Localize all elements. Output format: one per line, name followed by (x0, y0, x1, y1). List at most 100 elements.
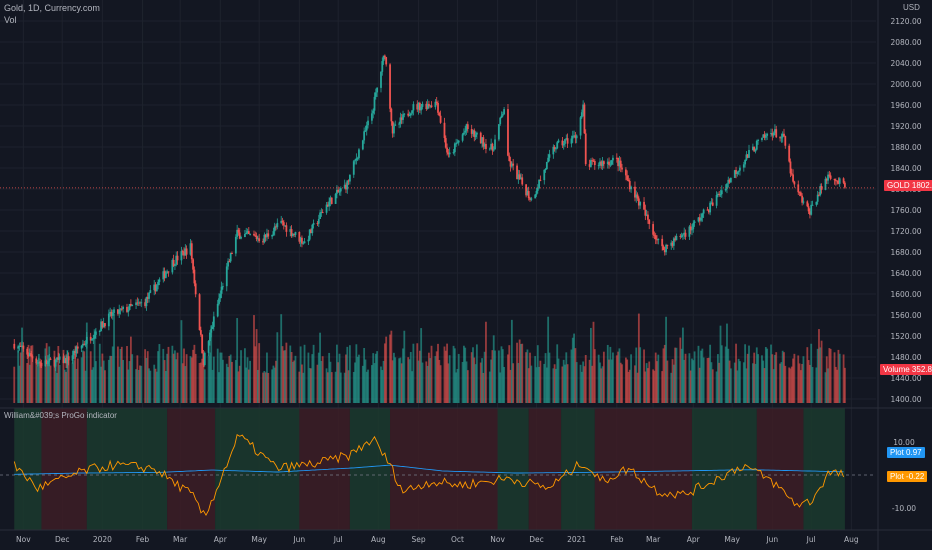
candle-body (737, 170, 740, 172)
symbol-title[interactable]: Gold, 1D, Currency.com (4, 3, 100, 13)
candle-body (421, 103, 424, 107)
volume-bar (809, 364, 811, 403)
candle-body (302, 243, 305, 245)
candle-body (647, 214, 649, 220)
volume-bar (31, 345, 34, 403)
candle-body (311, 224, 314, 234)
volume-bar (475, 344, 478, 403)
candle-body (162, 271, 165, 280)
candle-body (394, 124, 397, 126)
volume-bar (299, 346, 302, 403)
indicator-legend[interactable]: William&#039;s ProGo indicator (4, 411, 117, 420)
candle-body (181, 251, 184, 253)
volume-bar (167, 346, 170, 403)
volume-bar (27, 344, 30, 403)
volume-bar (574, 348, 577, 403)
volume-bar (109, 355, 112, 403)
volume-bar (473, 357, 476, 403)
volume-bar (729, 368, 732, 403)
volume-bar (479, 362, 482, 403)
candle-body (420, 106, 423, 111)
candle-body (610, 160, 613, 165)
volume-bar (136, 355, 139, 403)
candle-body (26, 348, 29, 355)
volume-bar (453, 348, 456, 403)
candle-body (789, 161, 792, 174)
candle-body (720, 190, 723, 195)
candle-body (35, 358, 38, 364)
volume-bar (770, 344, 772, 403)
volume-bar (352, 371, 355, 403)
candle-body (166, 271, 169, 273)
volume-bar (380, 366, 382, 403)
time-tick-label: Jul (806, 535, 816, 544)
candle-body (724, 188, 727, 191)
candle-body (290, 229, 293, 236)
candle-body (783, 133, 785, 137)
candle-body (122, 306, 125, 309)
candle-body (28, 353, 31, 357)
volume-bar (374, 353, 377, 403)
volume-bar (63, 369, 66, 403)
candle-body (452, 152, 455, 154)
volume-bar (258, 343, 261, 403)
candle-body (171, 259, 174, 273)
candle-body (444, 138, 447, 148)
volume-bar (573, 333, 575, 403)
time-tick-label: Apr (687, 535, 701, 544)
volume-bar (634, 365, 636, 403)
volume-bar (219, 352, 222, 403)
candle-body (289, 229, 292, 232)
candle-body (811, 204, 814, 206)
volume-bar (408, 359, 411, 403)
volume-bar (439, 365, 442, 403)
volume-bar (174, 350, 176, 403)
candle-body (184, 248, 187, 256)
candle-body (689, 226, 692, 231)
volume-bar (307, 352, 310, 403)
candle-body (774, 129, 776, 133)
volume-bar (148, 368, 150, 403)
volume-legend[interactable]: Vol (4, 15, 17, 25)
candle-body (74, 350, 77, 354)
candle-body (98, 330, 101, 332)
candle-body (624, 169, 627, 176)
volume-bar (463, 345, 465, 403)
candle-body (437, 102, 439, 113)
volume-bar (153, 364, 156, 403)
volume-bar (225, 363, 228, 403)
candle-body (615, 157, 618, 159)
candle-body (80, 345, 83, 349)
plot-blue-label: Plot (890, 448, 904, 457)
candle-body (770, 133, 772, 135)
candle-body (798, 192, 801, 194)
volume-bar (172, 353, 175, 403)
volume-bar (606, 344, 609, 403)
volume-bar (84, 370, 87, 403)
volume-bar (89, 351, 92, 403)
candle-body (119, 308, 122, 310)
candle-body (282, 222, 285, 226)
candle-body (220, 286, 223, 294)
candle-body (516, 165, 518, 180)
candle-body (766, 133, 769, 136)
volume-bar (834, 366, 837, 403)
candle-body (637, 198, 640, 206)
candle-body (307, 239, 310, 242)
volume-bar (825, 356, 828, 403)
volume-bar (343, 372, 346, 403)
volume-bar (510, 319, 513, 403)
volume-bar (19, 352, 22, 403)
candle-body (227, 261, 229, 267)
volume-bar (503, 367, 505, 403)
volume-bar (272, 365, 275, 403)
volume-bar (517, 363, 520, 403)
volume-bar (139, 365, 141, 403)
volume-bar (126, 346, 128, 403)
candle-body (174, 264, 176, 266)
candle-body (91, 339, 93, 341)
volume-bar (838, 353, 841, 403)
candle-body (521, 177, 524, 185)
volume-bar (329, 361, 332, 403)
